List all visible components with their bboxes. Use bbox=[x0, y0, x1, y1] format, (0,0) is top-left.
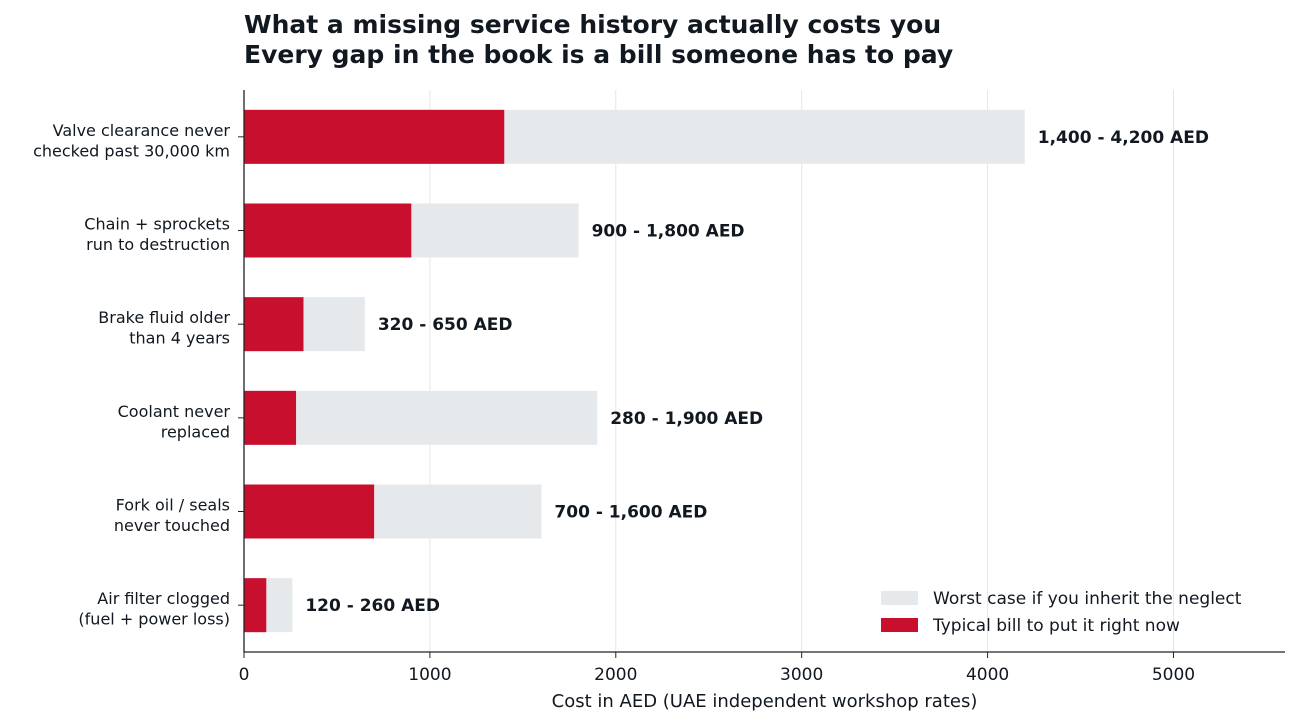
legend-swatch-0 bbox=[881, 591, 918, 605]
bar-typical-0 bbox=[244, 109, 505, 164]
category-label-1: Chain + sprockets run to destruction bbox=[84, 215, 230, 255]
data-label-5: 120 - 260 AED bbox=[305, 596, 440, 616]
data-label-1: 900 - 1,800 AED bbox=[592, 222, 745, 242]
category-label-line: Air filter clogged bbox=[97, 589, 230, 608]
legend-label-1: Typical bill to put it right now bbox=[932, 616, 1180, 636]
category-label-line: never touched bbox=[114, 516, 230, 535]
x-tick-label-2: 2000 bbox=[594, 665, 637, 685]
category-label-line: Coolant never bbox=[118, 402, 231, 421]
data-label-0: 1,400 - 4,200 AED bbox=[1038, 128, 1209, 148]
chart-subtitle: Every gap in the book is a bill someone … bbox=[244, 40, 954, 69]
category-label-4: Fork oil / seals never touched bbox=[114, 496, 230, 536]
bar-typical-2 bbox=[244, 297, 304, 352]
x-tick-label-4: 4000 bbox=[966, 665, 1009, 685]
category-label-2: Brake fluid older than 4 years bbox=[98, 308, 230, 348]
x-axis-label: Cost in AED (UAE independent workshop ra… bbox=[552, 691, 978, 712]
category-label-line: Chain + sprockets bbox=[84, 215, 230, 234]
legend-label-0: Worst case if you inherit the neglect bbox=[933, 589, 1242, 609]
category-label-0: Valve clearance never checked past 30,000… bbox=[33, 121, 230, 161]
bar-typical-3 bbox=[244, 390, 297, 445]
data-label-2: 320 - 650 AED bbox=[378, 315, 513, 335]
chart-title: What a missing service history actually … bbox=[244, 10, 942, 39]
x-tick-label-5: 5000 bbox=[1152, 665, 1195, 685]
chart-title-block: What a missing service history actually … bbox=[244, 10, 953, 70]
x-tick-label-0: 0 bbox=[239, 665, 250, 685]
bar-typical-4 bbox=[244, 484, 375, 539]
legend-swatch-1 bbox=[881, 618, 918, 632]
category-label-line: Brake fluid older bbox=[98, 308, 230, 327]
bar-typical-5 bbox=[244, 578, 267, 633]
data-label-4: 700 - 1,600 AED bbox=[554, 503, 707, 523]
data-label-3: 280 - 1,900 AED bbox=[610, 409, 763, 429]
category-label-line: than 4 years bbox=[129, 329, 230, 348]
category-label-line: Valve clearance never bbox=[53, 121, 231, 140]
bar-typical-1 bbox=[244, 203, 412, 258]
category-label-line: replaced bbox=[161, 422, 230, 441]
category-label-line: run to destruction bbox=[86, 235, 230, 254]
category-label-line: checked past 30,000 km bbox=[33, 141, 230, 160]
category-label-5: Air filter clogged (fuel + power loss) bbox=[78, 589, 230, 629]
x-tick-label-1: 1000 bbox=[408, 665, 451, 685]
category-label-3: Coolant never replaced bbox=[118, 402, 231, 442]
x-tick-label-3: 3000 bbox=[780, 665, 823, 685]
category-label-line: Fork oil / seals bbox=[116, 496, 230, 515]
bar-worst-case-3 bbox=[244, 390, 598, 445]
category-label-line: (fuel + power loss) bbox=[78, 610, 230, 629]
